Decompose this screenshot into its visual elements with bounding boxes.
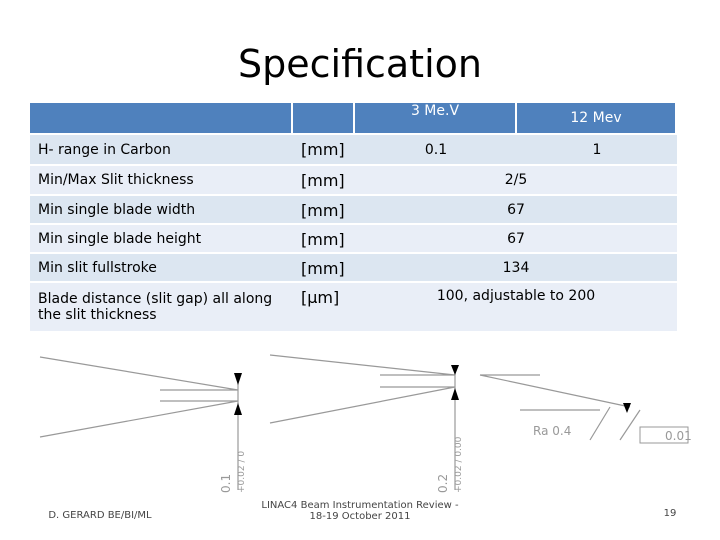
value-cell: 2/5	[355, 166, 677, 196]
row-label: H- range in Carbon	[30, 135, 293, 166]
tolerance-label: +0.02 / 0	[237, 451, 247, 493]
drawing: 0.1 +0.02 / 0 0.2 +0.02 / 0.00 Ra 0.4 0.…	[39, 354, 692, 493]
row-unit: [µm]	[293, 283, 355, 333]
row-label: Min/Max Slit thickness	[30, 166, 293, 196]
header-cell: 12 Mev	[517, 103, 677, 135]
page-number: 19	[663, 508, 677, 519]
roughness-label: Ra 0.4	[533, 424, 571, 438]
header-cell	[293, 103, 355, 135]
row-label: Blade distance (slit gap) all along the …	[30, 283, 293, 333]
dim-label: 0.1	[219, 474, 233, 493]
row-unit: [mm]	[293, 225, 355, 254]
row-label: Min single blade height	[30, 225, 293, 254]
row-label: Min slit fullstroke	[30, 254, 293, 283]
row-unit: [mm]	[293, 196, 355, 225]
flatness-label: 0.01	[665, 429, 692, 443]
value-cell: 100, adjustable to 200	[355, 283, 677, 333]
footer-event: LINAC4 Beam Instrumentation Review - 18-…	[261, 500, 459, 522]
value-cell: 67	[355, 225, 677, 254]
value-cell: 0.1	[355, 135, 517, 166]
row-unit: [mm]	[293, 166, 355, 196]
header-cell	[30, 103, 293, 135]
dim-label: 0.2	[436, 474, 450, 493]
title: Specification	[238, 42, 482, 86]
value-cell: 67	[355, 196, 677, 225]
tolerance-label: +0.02 / 0.00	[454, 436, 464, 493]
header-cell: 3 Me.V	[355, 103, 517, 135]
row-unit: [mm]	[293, 254, 355, 283]
value-cell: 134	[355, 254, 677, 283]
footer-author: D. GERARD BE/BI/ML	[48, 510, 152, 521]
row-label: Min single blade width	[30, 196, 293, 225]
row-unit: [mm]	[293, 135, 355, 166]
value-cell: 1	[517, 135, 677, 166]
